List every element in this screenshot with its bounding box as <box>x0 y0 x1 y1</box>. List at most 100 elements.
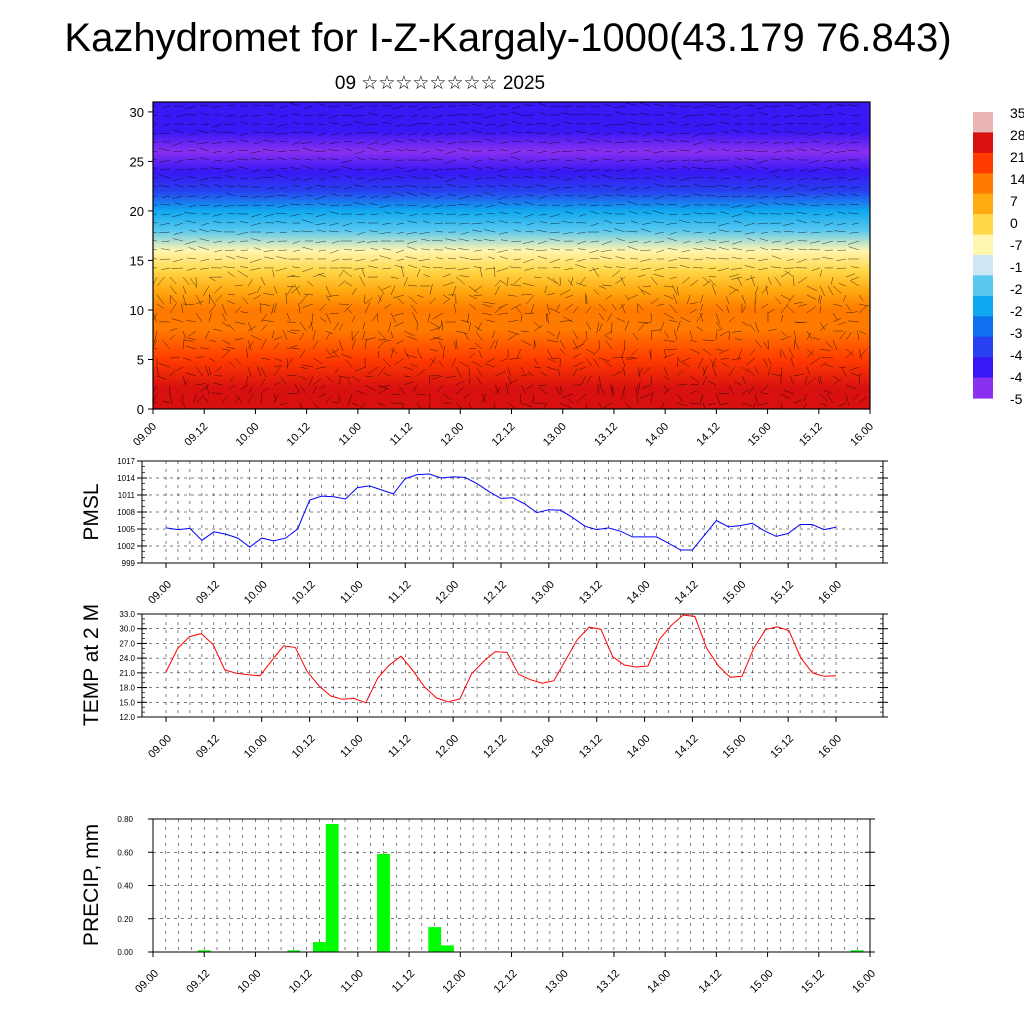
wind-vector <box>299 402 302 409</box>
wind-vector <box>649 350 652 359</box>
wind-vector <box>549 186 561 191</box>
wind-vector <box>279 231 288 234</box>
wind-vector <box>473 177 483 181</box>
wind-vector <box>221 303 227 315</box>
x-tick-label: 09.12 <box>194 579 222 607</box>
wind-vector <box>640 228 652 233</box>
wind-vector <box>344 141 353 143</box>
wind-vector <box>302 131 314 134</box>
wind-vector <box>171 195 184 199</box>
wind-vector <box>672 294 678 305</box>
wind-vector <box>721 177 730 180</box>
wind-vector <box>550 132 561 136</box>
wind-vector <box>834 230 847 233</box>
wind-vector <box>510 150 522 155</box>
wind-vector <box>837 193 847 197</box>
wind-vector <box>615 168 626 172</box>
wind-vector <box>445 238 457 242</box>
wind-vector <box>632 332 639 341</box>
wind-vector <box>663 384 669 392</box>
pmsl-series-line <box>165 473 837 551</box>
wind-vector <box>783 230 795 233</box>
wind-vector <box>240 177 249 179</box>
wind-vector <box>513 211 522 215</box>
wind-vector <box>847 177 860 181</box>
wind-vector <box>172 258 184 263</box>
wind-vector <box>804 375 808 385</box>
wind-vector <box>704 247 717 251</box>
wind-vector <box>429 327 440 332</box>
wind-vector <box>223 266 236 269</box>
wind-vector <box>379 231 392 235</box>
wind-vector <box>290 275 301 278</box>
wind-vector <box>650 298 659 305</box>
wind-vector <box>366 123 379 126</box>
y-tick-label: 24.0 <box>119 654 135 663</box>
wind-vector <box>273 285 278 294</box>
wind-vector <box>161 267 171 270</box>
wind-vector <box>667 150 678 153</box>
wind-vector <box>550 248 561 251</box>
wind-vector <box>199 228 210 233</box>
wind-vector <box>520 293 532 296</box>
wind-vector <box>188 204 197 208</box>
wind-vector <box>624 402 633 409</box>
wind-vector <box>757 222 769 225</box>
wind-vector <box>498 303 509 309</box>
wind-vector <box>228 384 236 390</box>
wind-vector <box>538 384 548 386</box>
wind-vector <box>598 312 604 321</box>
wind-vector <box>640 393 652 399</box>
wind-vector <box>520 373 531 377</box>
wind-vector <box>494 384 500 394</box>
wind-vector <box>858 294 864 302</box>
wind-vector <box>329 222 340 226</box>
wind-vector <box>305 186 314 190</box>
wind-vector <box>602 194 613 197</box>
wind-vector <box>652 210 665 215</box>
wind-vector <box>572 353 581 359</box>
wind-vector <box>598 402 603 409</box>
wind-vector <box>851 123 860 125</box>
wind-vector <box>749 323 756 332</box>
wind-vector <box>637 303 644 311</box>
wind-vector <box>434 195 444 200</box>
wind-vector <box>693 183 704 188</box>
wind-vector <box>700 294 704 304</box>
wind-vector <box>182 375 187 387</box>
wind-vector <box>603 266 613 269</box>
wind-vector <box>509 266 522 269</box>
wind-vector <box>761 285 769 294</box>
wind-vector <box>442 346 445 359</box>
wind-vector <box>354 249 366 252</box>
wind-vector <box>747 237 756 242</box>
wind-vector <box>266 158 275 161</box>
wind-vector <box>153 384 158 392</box>
x-tick-label: 13.00 <box>529 579 557 607</box>
wind-vector <box>614 105 626 108</box>
wind-vector <box>412 312 418 323</box>
wind-vector <box>561 105 574 107</box>
wind-vector <box>676 320 681 332</box>
wind-vector <box>564 132 574 134</box>
x-tick-label: 15.00 <box>746 421 774 449</box>
wind-vector <box>303 177 314 181</box>
wind-vector <box>310 321 314 332</box>
wind-vector <box>260 303 271 306</box>
wind-vector <box>576 157 587 161</box>
wind-vector <box>809 357 821 365</box>
wind-vector <box>347 393 353 406</box>
wind-vector <box>305 213 314 215</box>
wind-vector <box>668 121 678 125</box>
wind-vector <box>199 105 210 107</box>
wind-vector <box>429 357 436 364</box>
wind-vector <box>741 389 750 395</box>
colorbar-label: 35 <box>1010 105 1024 121</box>
wind-vector <box>399 385 405 395</box>
wind-vector <box>653 139 665 143</box>
wind-vector <box>811 103 821 107</box>
wind-vector <box>652 221 665 224</box>
wind-vector <box>286 357 294 368</box>
wind-vector <box>745 105 756 107</box>
